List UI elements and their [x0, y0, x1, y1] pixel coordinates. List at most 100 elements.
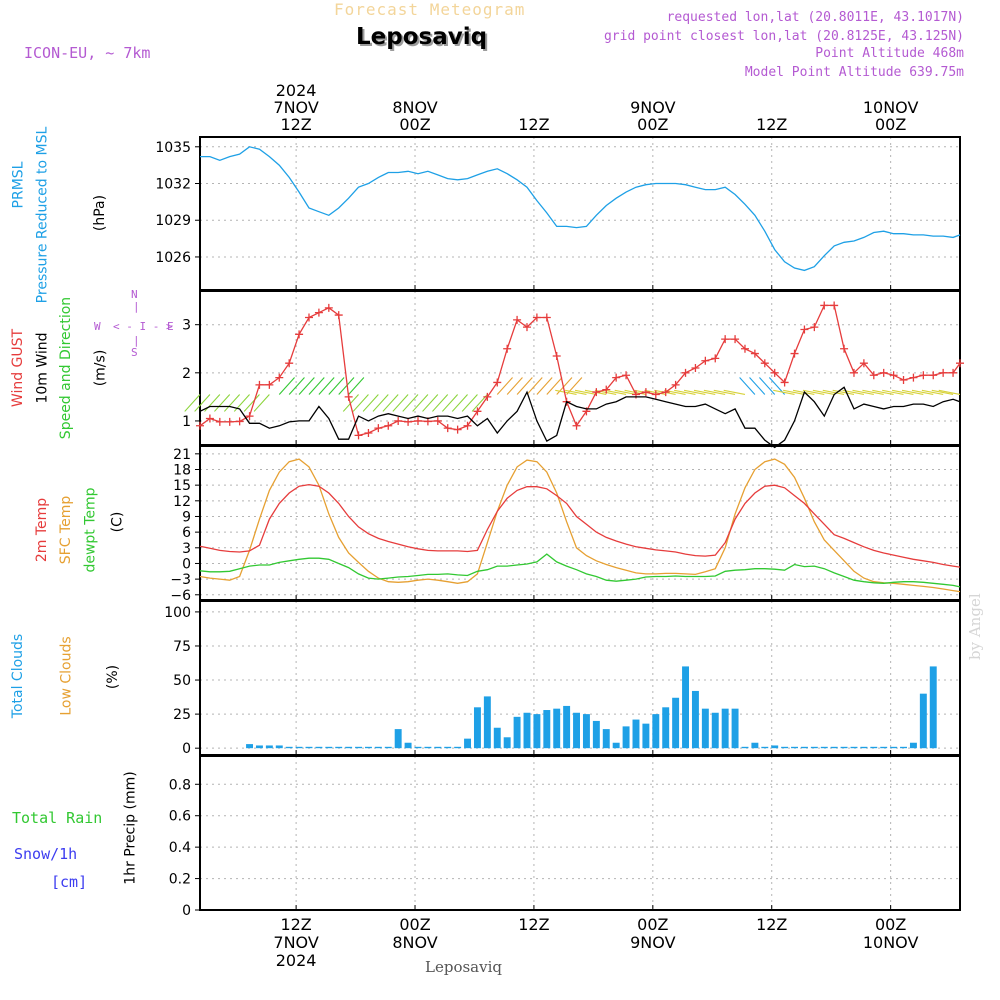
cloud-bar	[275, 745, 283, 749]
cloud-bar	[533, 714, 541, 749]
wind-direction-arrow	[921, 389, 944, 396]
gust-marker	[919, 371, 928, 380]
cloud-bar	[345, 746, 353, 749]
pressure-line	[200, 146, 961, 272]
cloud-bar	[315, 746, 323, 749]
cloud-bar	[305, 746, 313, 749]
panel-3: 0 25 50 75 100	[164, 600, 961, 757]
wind-direction-arrow	[574, 389, 597, 396]
compass-n: N	[131, 288, 138, 301]
cloud-bar	[632, 719, 640, 749]
gust-marker	[384, 421, 393, 430]
wind-direction-arrow	[911, 389, 934, 396]
wind-direction-arrow	[882, 389, 904, 396]
gust-marker	[820, 301, 829, 310]
cloud-bar	[464, 738, 472, 749]
wind-direction-arrow	[506, 377, 523, 395]
gust-marker	[295, 330, 304, 339]
cloud-bar	[592, 720, 600, 749]
wind-direction-arrow	[194, 394, 211, 412]
cloud-bar	[741, 746, 749, 749]
gust-marker	[780, 378, 789, 387]
wind-direction-arrow	[451, 394, 468, 412]
cloud-bar	[900, 746, 907, 749]
gust-marker	[956, 359, 964, 368]
cloud-bar	[553, 708, 561, 749]
wind-direction-arrow	[759, 377, 776, 395]
cloud-bar	[582, 714, 590, 749]
wind-direction-arrow	[931, 389, 954, 396]
time-axis-label: 12Z	[280, 915, 311, 934]
cloud-bar	[394, 729, 402, 749]
gust-marker	[800, 325, 809, 334]
cloud-bar	[929, 666, 937, 749]
wind-direction-arrow	[441, 394, 459, 412]
cloud-bar	[523, 712, 531, 749]
y-tick-label: 21	[173, 447, 191, 463]
gust-marker	[463, 421, 472, 430]
y-tick-label: 0.2	[169, 872, 191, 888]
wind-direction-arrow	[382, 394, 399, 412]
total-rain-label: Total Rain	[12, 809, 103, 827]
cloud-bar	[800, 746, 808, 749]
gust-marker	[641, 388, 650, 397]
gust-marker	[552, 351, 561, 360]
wind-direction-arrow	[872, 389, 894, 396]
cloud-bar	[325, 746, 333, 749]
wind-direction-arrow	[938, 389, 961, 396]
wind-direction-arrow	[614, 389, 637, 396]
y-tick-label: 0.8	[169, 777, 191, 793]
gust-marker	[394, 416, 403, 425]
gust-marker	[731, 335, 740, 344]
y-tick-label: 9	[182, 509, 191, 525]
y-tick-label: 0.6	[169, 809, 191, 825]
wind-direction-arrow	[812, 389, 835, 396]
time-axis-label: 12Z	[756, 915, 787, 934]
wind-direction-arrow	[644, 389, 666, 396]
gust-marker	[859, 359, 868, 368]
cloud-bar	[543, 710, 551, 749]
gust-marker	[364, 428, 373, 437]
time-axis-label: 00Z	[875, 915, 906, 934]
wind-direction-arrow	[288, 377, 305, 395]
wind-direction-arrow	[253, 394, 270, 412]
y-tick-label: 75	[173, 639, 191, 655]
cloud-bar	[691, 690, 699, 749]
y-tick-label: 1029	[155, 213, 191, 229]
cloud-bar	[255, 745, 263, 749]
cloud-bar	[662, 707, 670, 749]
cloud-bar	[672, 697, 680, 749]
grid-point-coords: grid point closest lon,lat (20.8125E, 43…	[603, 29, 964, 44]
y-tick-label: 100	[164, 605, 191, 621]
cloud-bar	[493, 727, 501, 749]
cloud-bar	[424, 746, 432, 749]
cloud-bar	[791, 746, 798, 749]
panel-frame	[199, 136, 961, 291]
model-label: ICON-EU, ~ 7km	[24, 44, 151, 62]
y-tick-label: 1035	[155, 140, 191, 156]
gust-marker	[661, 388, 670, 397]
gust-marker	[532, 313, 541, 322]
cloud-bar	[751, 742, 759, 749]
y-tick-label: 0	[182, 903, 191, 919]
wind-direction-arrow	[392, 394, 409, 412]
y-tick-label: 25	[173, 707, 191, 723]
cloud-bar	[701, 708, 709, 749]
cloud-bar	[622, 726, 630, 749]
gust-marker	[770, 368, 779, 377]
gust-marker	[205, 414, 214, 423]
cloud-bar	[731, 708, 739, 749]
gust-marker	[750, 349, 759, 358]
time-axis-label: 00Z	[637, 915, 668, 934]
gust-marker	[413, 416, 422, 425]
compass-e: E	[167, 320, 174, 333]
y-tick-label: 15	[173, 478, 191, 494]
gust-marker	[929, 371, 938, 380]
wind-direction-arrow	[555, 389, 577, 396]
temp-2m-line	[199, 483, 961, 568]
wind-direction-arrow	[372, 394, 389, 412]
compass-ns: |	[133, 334, 140, 347]
wind-direction-arrow	[233, 394, 250, 412]
time-axis-label: 9NOV	[630, 933, 675, 952]
